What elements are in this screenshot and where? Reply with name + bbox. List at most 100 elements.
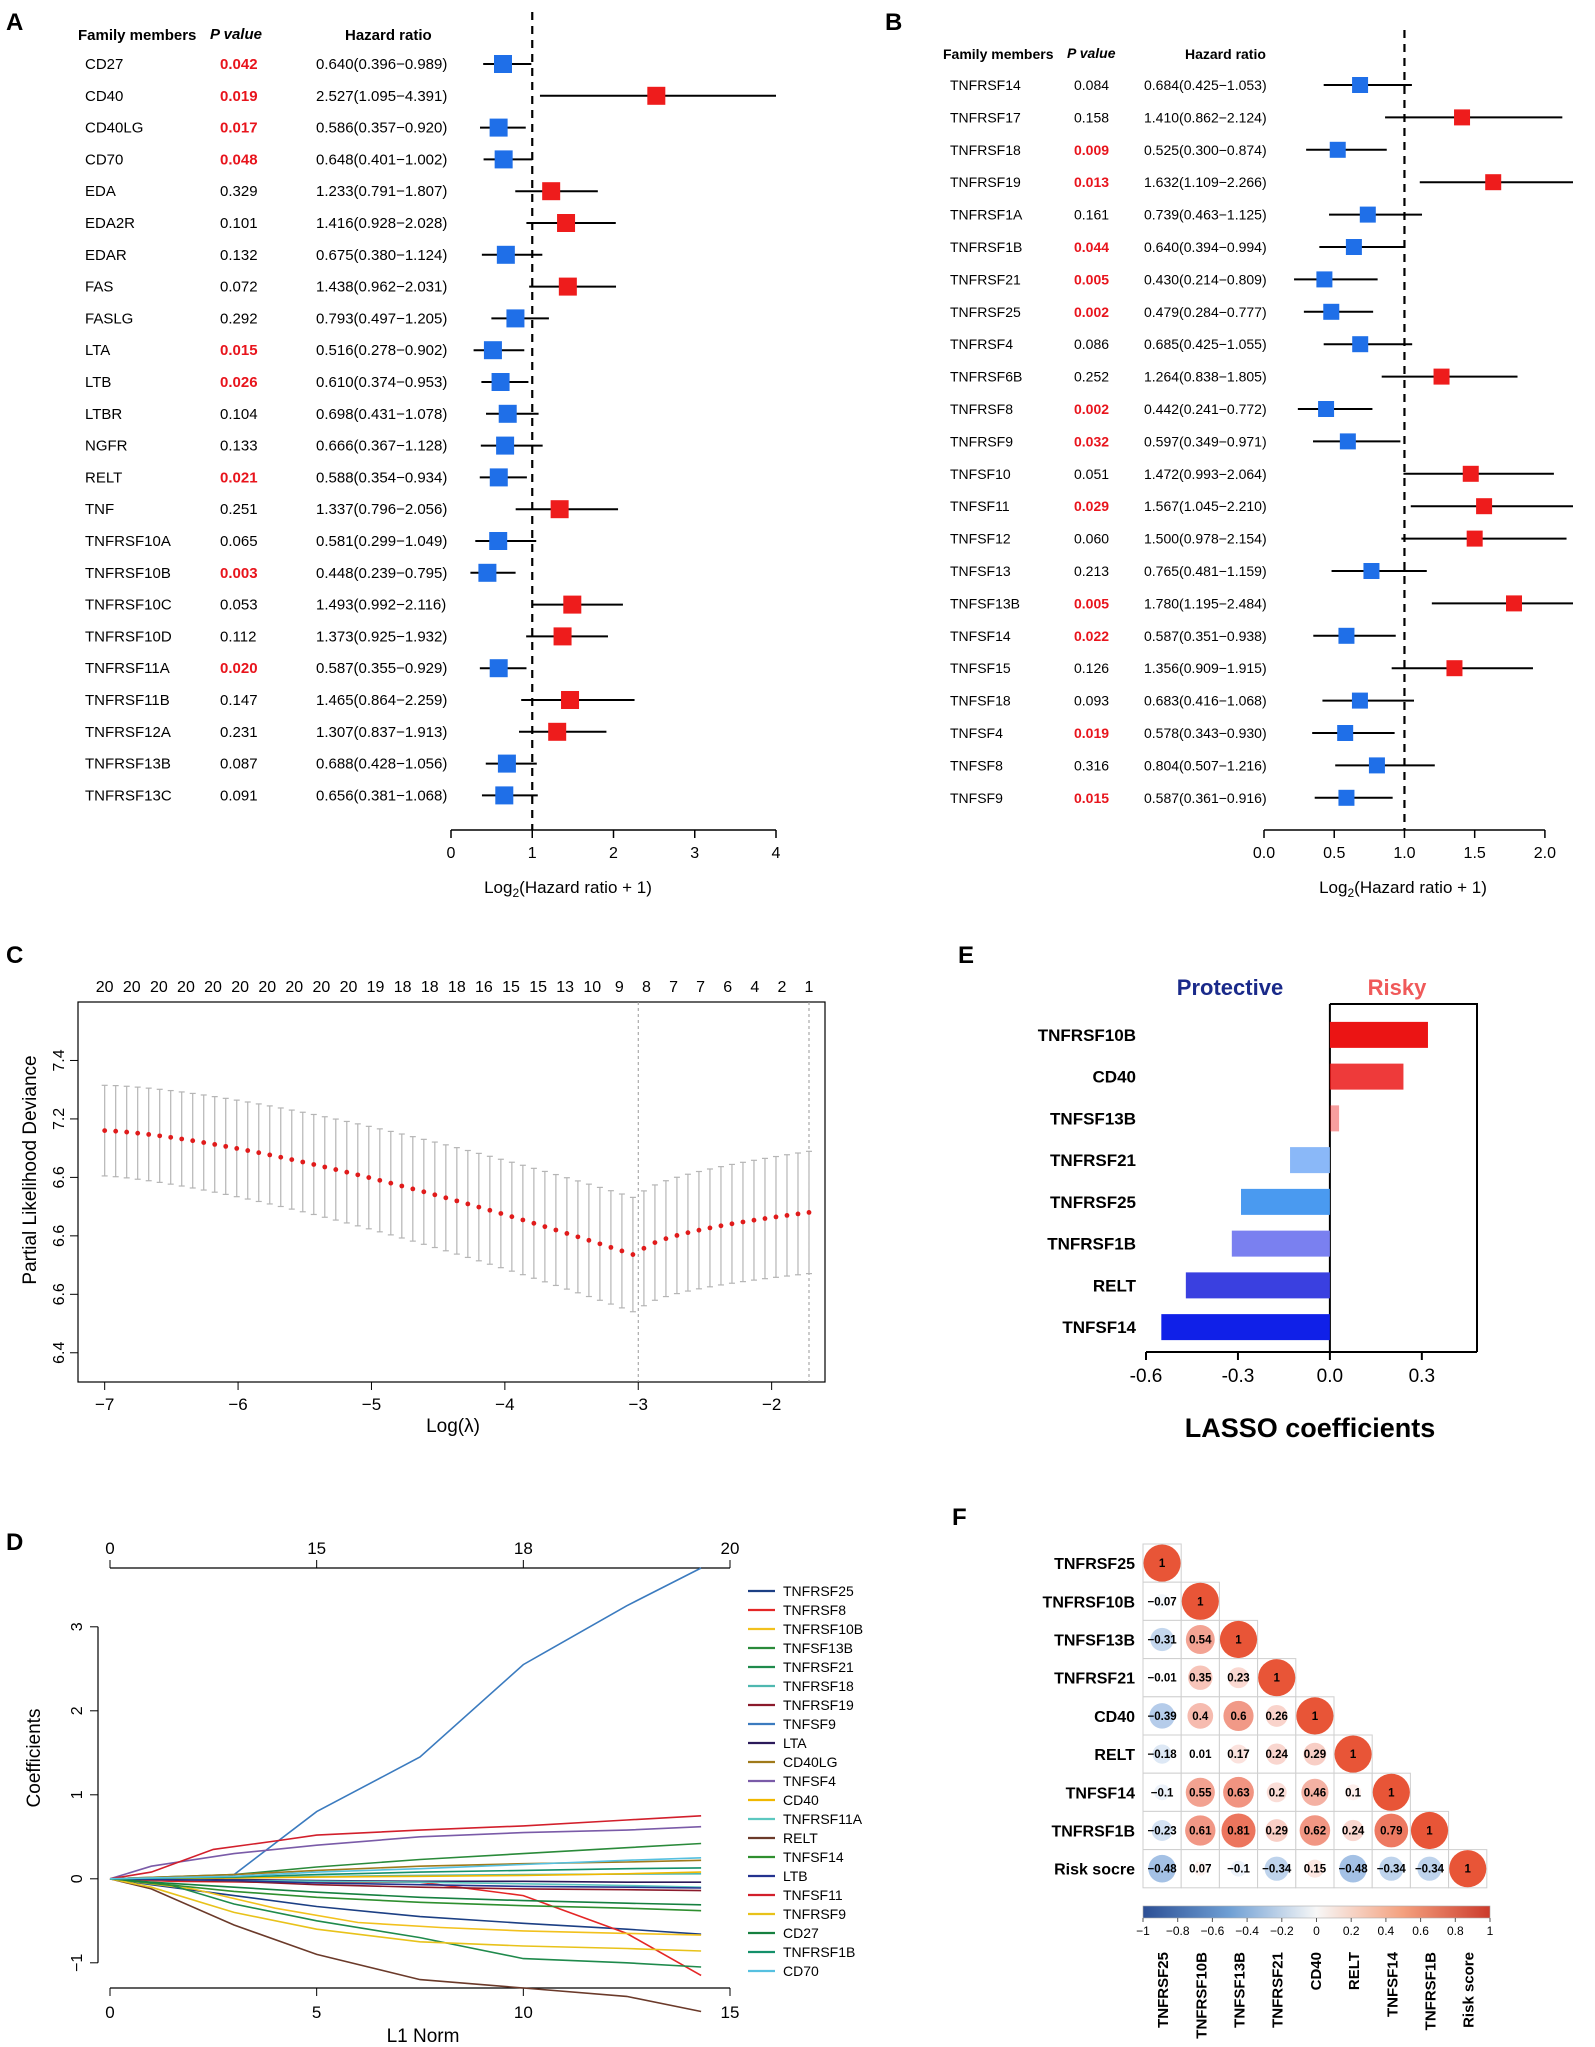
row-name: CD27: [85, 56, 123, 73]
row-hazard-ratio: 2.527(1.095−4.391): [316, 88, 447, 105]
row-hazard-ratio: 0.765(0.481−1.159): [1144, 563, 1267, 579]
panel-label-f: F: [952, 1504, 967, 1531]
top-count-label: 8: [642, 979, 651, 996]
panel-d-lasso-path: Coefficients L1 Norm 0 5 10 15 0 15 18 20 −1 0 1 2 3…: [24, 1539, 863, 2047]
col-label: TNFSF14: [1384, 1951, 1401, 2017]
coefficient-bar: [1231, 1230, 1330, 1257]
row-p-value: 0.084: [1074, 77, 1109, 93]
corr-value: 0.63: [1227, 1787, 1249, 1799]
panel-label-a: A: [6, 9, 23, 36]
panel-a-header-hr: Hazard ratio: [345, 27, 432, 44]
row-p-value: 0.158: [1074, 109, 1109, 125]
top-count-label: 18: [421, 979, 439, 996]
corr-value: 0.29: [1304, 1749, 1326, 1761]
corr-circle: [1305, 1859, 1324, 1878]
corr-circle: [1230, 1860, 1247, 1877]
row-name: TNFRSF1A: [950, 207, 1023, 223]
x-tick-label: −7: [95, 1395, 114, 1414]
risk-marker: [647, 86, 666, 105]
row-hazard-ratio: 0.684(0.425−1.053): [1144, 77, 1267, 93]
panel-b-header-members: Family members: [943, 46, 1054, 62]
x-tick-label: 1.0: [1393, 845, 1415, 862]
panel-a-rows: CD27 0.042 0.640(0.396−0.989) CD40 0.019 2.52…: [85, 12, 781, 862]
deviance-point: [256, 1150, 262, 1156]
corr-value: 0.6: [1231, 1711, 1247, 1723]
row-hazard-ratio: 1.493(0.992−2.116): [316, 597, 446, 614]
deviance-point: [322, 1164, 328, 1170]
row-name: TNFRSF25: [950, 304, 1021, 320]
row-label: TNFSF14: [1066, 1785, 1135, 1802]
deviance-point: [245, 1148, 251, 1153]
deviance-point: [432, 1192, 438, 1198]
protective-marker: [496, 245, 515, 264]
legend-label: TNFRSF8: [783, 1602, 846, 1618]
corr-circle: [1374, 1813, 1409, 1848]
row-hazard-ratio: 0.587(0.355−0.929): [316, 660, 447, 677]
deviance-point: [619, 1248, 625, 1254]
risk-marker: [558, 277, 577, 296]
risk-marker: [557, 214, 576, 232]
panel-b-rows: TNFRSF14 0.084 0.684(0.425−1.053) TNFRSF17 0…: [950, 30, 1573, 862]
risk-marker: [1433, 368, 1450, 385]
coefficient-bar: [1329, 1021, 1428, 1048]
row-hazard-ratio: 0.597(0.349−0.971): [1144, 433, 1267, 449]
deviance-point: [289, 1157, 295, 1162]
row-name: LTBR: [85, 406, 122, 423]
deviance-point: [696, 1227, 702, 1233]
row-p-value: 0.051: [1074, 466, 1109, 482]
deviance-point: [311, 1162, 317, 1167]
legend-label: TNFRSF19: [783, 1697, 854, 1713]
corr-circle: [1379, 1856, 1404, 1881]
x-tick-label: 3: [690, 845, 699, 862]
corr-circle: [1299, 1815, 1331, 1846]
corr-value: 0.24: [1342, 1826, 1365, 1838]
row-name: CD40LG: [85, 120, 143, 137]
top-tick-label: 0: [105, 1539, 114, 1558]
deviance-point: [784, 1212, 790, 1218]
deviance-point: [410, 1186, 416, 1192]
deviance-point: [399, 1183, 405, 1189]
coefficient-bar: [1241, 1188, 1330, 1215]
panel-label-c: C: [6, 942, 23, 969]
panel-c-xlabel: Log(λ): [426, 1416, 480, 1437]
legend-label: TNFSF4: [783, 1773, 836, 1789]
row-name: TNFRSF18: [950, 142, 1021, 158]
deviance-point: [102, 1128, 108, 1134]
row-p-value: 0.053: [220, 597, 258, 614]
x-tick-label: 0.0: [1253, 845, 1275, 862]
row-hazard-ratio: 0.793(0.497−1.205): [316, 310, 447, 327]
corr-value: 0.1: [1345, 1787, 1362, 1799]
panel-e-xlabel: LASSO coefficients: [1185, 1413, 1436, 1443]
corr-value: 1: [1159, 1558, 1166, 1570]
corr-value: 0.55: [1189, 1787, 1212, 1799]
deviance-point: [542, 1224, 548, 1230]
deviance-point: [333, 1167, 339, 1172]
x-tick-label: 2.0: [1534, 845, 1556, 862]
corr-circle: [1150, 1627, 1174, 1652]
top-count-label: 20: [312, 979, 330, 996]
x-tick-label: −6: [228, 1395, 247, 1414]
colorbar-tick-label: −0.6: [1201, 1924, 1225, 1938]
top-count-label: 20: [177, 979, 195, 996]
panel-a-header-p: P value: [210, 26, 262, 43]
row-p-value: 0.029: [1074, 498, 1109, 514]
corr-circle: [1151, 1820, 1173, 1841]
row-p-value: 0.032: [1074, 433, 1109, 449]
x-tick-label: 2: [609, 845, 618, 862]
deviance-point: [476, 1204, 482, 1210]
corr-circle: [1265, 1819, 1289, 1842]
row-name: TNFSF10: [950, 466, 1011, 482]
row-p-value: 0.060: [1074, 531, 1109, 547]
corr-value: 0.07: [1189, 1864, 1211, 1876]
corr-value: 1: [1197, 1596, 1204, 1608]
deviance-point: [201, 1140, 207, 1145]
row-hazard-ratio: 1.410(0.862−2.124): [1144, 109, 1267, 125]
coefficient-path: [109, 1878, 702, 1968]
row-p-value: 0.020: [220, 660, 258, 677]
row-hazard-ratio: 1.356(0.909−1.915): [1144, 660, 1267, 676]
corr-circle: [1154, 1784, 1171, 1801]
bar-label: RELT: [1093, 1276, 1137, 1295]
corr-value: 1: [1312, 1711, 1319, 1723]
legend-label: TNFSF9: [783, 1716, 836, 1732]
protective-marker: [1363, 563, 1380, 579]
